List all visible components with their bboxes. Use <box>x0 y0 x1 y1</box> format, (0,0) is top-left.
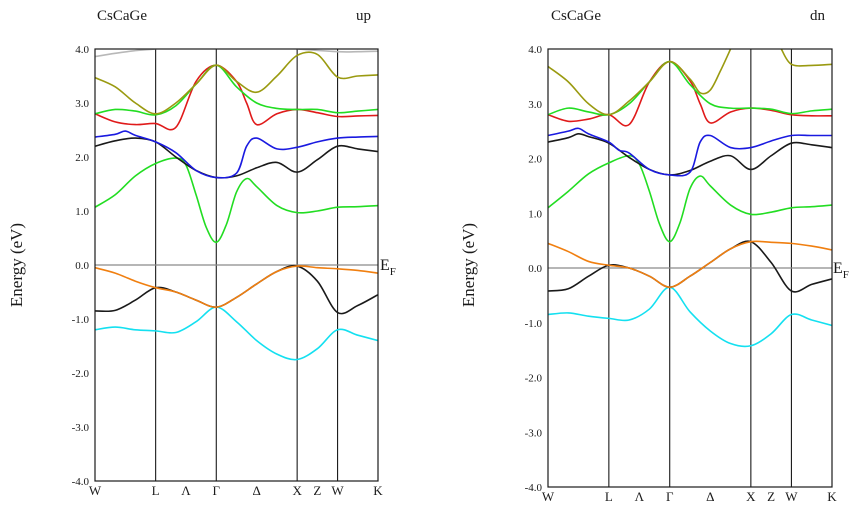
band-olive-right <box>780 49 832 67</box>
k-point-label: Λ <box>635 489 645 504</box>
band-gray-top <box>95 49 157 58</box>
band-green-high <box>95 64 378 116</box>
y-tick-label: 3.0 <box>75 98 89 110</box>
band-black-low <box>95 264 378 315</box>
k-point-label: K <box>827 489 837 504</box>
fermi-label: EF <box>380 257 396 278</box>
k-point-label: K <box>373 483 383 498</box>
band-panel-dn: CsCaGe dn Energy (eV) EF 4.0 3.0 2.0 1.0 0.0… <box>459 8 849 504</box>
k-point-label: W <box>331 483 344 498</box>
band-green-high <box>548 60 832 116</box>
y-tick-label: 4.0 <box>75 44 89 56</box>
band-orange <box>548 240 832 288</box>
y-tick-label: 2.0 <box>528 154 542 166</box>
band-blue <box>95 130 378 179</box>
spin-label: dn <box>810 8 826 24</box>
k-point-label: Δ <box>253 483 261 498</box>
k-point-label: Λ <box>181 483 191 498</box>
y-axis-label: Energy (eV) <box>7 223 26 307</box>
band-black-mid <box>548 133 832 176</box>
y-tick-label: -4.0 <box>525 482 543 494</box>
plot-frame <box>94 48 379 482</box>
y-tick-labels: 4.0 3.0 2.0 1.0 0.0 -1.0 -2.0 -3.0 -4.0 <box>525 44 543 494</box>
y-tick-label: 0.0 <box>528 263 542 275</box>
y-tick-label: -4.0 <box>72 476 90 488</box>
k-point-label: Γ <box>666 489 674 504</box>
k-point-label: L <box>152 483 160 498</box>
y-tick-label: 1.0 <box>528 208 542 220</box>
y-tick-label: -1.0 <box>72 314 90 326</box>
band-green-low <box>548 154 832 243</box>
band-lines <box>95 49 378 361</box>
plot-frame <box>547 48 833 488</box>
y-tick-label: 1.0 <box>75 206 89 218</box>
y-tick-label: -2.0 <box>525 373 543 385</box>
band-green-low <box>95 157 378 244</box>
k-point-label: Γ <box>213 483 221 498</box>
y-tick-label: 4.0 <box>528 44 542 56</box>
panel-title: CsCaGe <box>551 8 601 24</box>
spin-label: up <box>356 8 371 24</box>
band-lines <box>548 49 832 348</box>
band-black-low <box>548 240 832 293</box>
band-olive <box>548 49 732 116</box>
band-olive <box>95 51 378 115</box>
y-tick-label: -3.0 <box>72 422 90 434</box>
band-cyan <box>95 306 378 361</box>
y-tick-label: -2.0 <box>72 368 90 380</box>
k-point-label: Z <box>313 483 321 498</box>
k-point-label: X <box>292 483 302 498</box>
band-gray-top-right <box>296 49 378 53</box>
k-point-label: W <box>785 489 798 504</box>
k-point-label: X <box>746 489 756 504</box>
k-point-label: Z <box>767 489 775 504</box>
band-blue <box>548 127 832 177</box>
panel-title: CsCaGe <box>97 8 147 24</box>
band-panel-up: CsCaGe up Energy (eV) EF 4.0 3.0 2.0 1.0 0.0… <box>7 8 396 498</box>
y-axis-label: Energy (eV) <box>459 223 478 307</box>
band-red <box>548 60 832 127</box>
band-cyan <box>548 286 832 348</box>
y-tick-labels: 4.0 3.0 2.0 1.0 0.0 -1.0 -2.0 -3.0 -4.0 <box>72 44 90 488</box>
k-point-label: Δ <box>706 489 714 504</box>
k-point-label: W <box>89 483 102 498</box>
y-tick-label: 0.0 <box>75 260 89 272</box>
band-orange <box>95 265 378 308</box>
k-point-label: W <box>542 489 555 504</box>
band-black-mid <box>95 137 378 179</box>
y-tick-label: 2.0 <box>75 152 89 164</box>
fermi-label: EF <box>833 260 849 281</box>
y-tick-label: 3.0 <box>528 99 542 111</box>
y-tick-label: -1.0 <box>525 318 543 330</box>
k-point-label: L <box>605 489 613 504</box>
y-tick-label: -3.0 <box>525 427 543 439</box>
